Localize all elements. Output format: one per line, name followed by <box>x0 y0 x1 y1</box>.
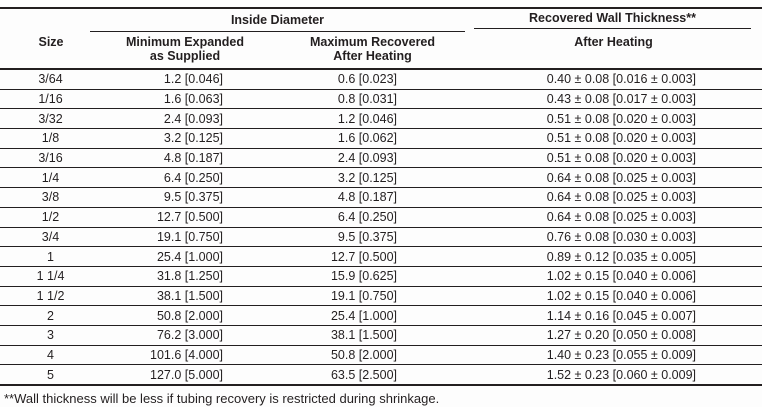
table-row: 1/2 12.7 [0.500] 6.4 [0.250] 0.64 ± 0.08 [0… <box>0 207 762 228</box>
table-row: 5 127.0 [5.000] 63.5 [2.500] 1.52 ± 0.23 [0… <box>0 364 762 386</box>
max-recovered-cell: 0.8 [0.031] <box>280 89 465 110</box>
footnote: **Wall thickness will be less if tubing … <box>4 391 440 406</box>
table-row: 4 101.6 [4.000] 50.8 [2.000] 1.40 ± 0.23 [0… <box>0 345 762 366</box>
column-header-max-recovered-line1: Maximum Recovered <box>309 35 436 49</box>
table-row: 1/4 6.4 [0.250] 3.2 [0.125] 0.64 ± 0.08 [0.… <box>0 167 762 189</box>
group-header-recovered-wall-thickness-label: Recovered Wall Thickness** <box>474 11 751 30</box>
size-cell: 2 <box>0 305 90 326</box>
min-expanded-cell: 9.5 [0.375] <box>90 187 280 208</box>
max-recovered-cell: 1.2 [0.046] <box>280 108 465 130</box>
min-expanded-cell: 31.8 [1.250] <box>90 266 280 287</box>
min-expanded-cell: 3.2 [0.125] <box>90 128 280 149</box>
table-row: 1/16 1.6 [0.063] 0.8 [0.031] 0.43 ± 0.08 [0… <box>0 89 762 110</box>
min-expanded-cell: 2.4 [0.093] <box>90 108 280 130</box>
table-row: 1/8 3.2 [0.125] 1.6 [0.062] 0.51 ± 0.08 [0.… <box>0 128 762 149</box>
max-recovered-cell: 25.4 [1.000] <box>280 305 465 326</box>
table-row: 3/16 4.8 [0.187] 2.4 [0.093] 0.51 ± 0.08 [0… <box>0 148 762 169</box>
column-header-min-expanded: Minimum Expanded as Supplied <box>90 32 280 70</box>
tubing-dimensions-table: Inside Diameter Recovered Wall Thickness… <box>0 7 762 386</box>
wall-thickness-cell: 1.52 ± 0.23 [0.060 ± 0.009] <box>465 364 762 386</box>
table-body: 3/64 1.2 [0.046] 0.6 [0.023] 0.40 ± 0.08 [0… <box>0 69 762 386</box>
wall-thickness-cell: 0.51 ± 0.08 [0.020 ± 0.003] <box>465 148 762 169</box>
max-recovered-cell: 63.5 [2.500] <box>280 364 465 386</box>
column-header-min-expanded-line2: as Supplied <box>149 49 221 64</box>
min-expanded-cell: 76.2 [3.000] <box>90 325 280 346</box>
size-cell: 4 <box>0 345 90 366</box>
group-header-recovered-wall-thickness: Recovered Wall Thickness** <box>465 8 762 32</box>
min-expanded-cell: 1.6 [0.063] <box>90 89 280 110</box>
min-expanded-cell: 4.8 [0.187] <box>90 148 280 169</box>
min-expanded-cell: 6.4 [0.250] <box>90 167 280 189</box>
table-row: 3/4 19.1 [0.750] 9.5 [0.375] 0.76 ± 0.08 [0… <box>0 227 762 248</box>
wall-thickness-cell: 1.27 ± 0.20 [0.050 ± 0.008] <box>465 325 762 346</box>
max-recovered-cell: 9.5 [0.375] <box>280 227 465 248</box>
size-cell: 3 <box>0 325 90 346</box>
sub-header-row: Size Minimum Expanded as Supplied Maximu… <box>0 32 762 70</box>
table-row: 1 1/4 31.8 [1.250] 15.9 [0.625] 1.02 ± 0.15… <box>0 266 762 287</box>
max-recovered-cell: 1.6 [0.062] <box>280 128 465 149</box>
wall-thickness-cell: 0.64 ± 0.08 [0.025 ± 0.003] <box>465 207 762 228</box>
size-cell: 3/8 <box>0 187 90 208</box>
size-cell: 3/32 <box>0 108 90 130</box>
table-row: 3/8 9.5 [0.375] 4.8 [0.187] 0.64 ± 0.08 [0.… <box>0 187 762 208</box>
column-header-size: Size <box>38 34 64 49</box>
size-cell: 1/4 <box>0 167 90 189</box>
wall-thickness-cell: 0.51 ± 0.08 [0.020 ± 0.003] <box>465 128 762 149</box>
wall-thickness-cell: 0.40 ± 0.08 [0.016 ± 0.003] <box>465 69 762 90</box>
min-expanded-cell: 127.0 [5.000] <box>90 364 280 386</box>
group-header-inside-diameter: Inside Diameter <box>90 8 465 32</box>
wall-thickness-cell: 0.64 ± 0.08 [0.025 ± 0.003] <box>465 187 762 208</box>
max-recovered-cell: 0.6 [0.023] <box>280 69 465 90</box>
wall-thickness-cell: 0.43 ± 0.08 [0.017 ± 0.003] <box>465 89 762 110</box>
table-row: 1 25.4 [1.000] 12.7 [0.500] 0.89 ± 0.12 [0.… <box>0 246 762 267</box>
min-expanded-cell: 50.8 [2.000] <box>90 305 280 326</box>
max-recovered-cell: 50.8 [2.000] <box>280 345 465 366</box>
wall-thickness-cell: 0.76 ± 0.08 [0.030 ± 0.003] <box>465 227 762 248</box>
max-recovered-cell: 15.9 [0.625] <box>280 266 465 287</box>
min-expanded-cell: 25.4 [1.000] <box>90 246 280 267</box>
column-header-max-recovered: Maximum Recovered After Heating <box>280 32 465 70</box>
wall-thickness-cell: 0.64 ± 0.08 [0.025 ± 0.003] <box>465 167 762 189</box>
table-row: 2 50.8 [2.000] 25.4 [1.000] 1.14 ± 0.16 [0.… <box>0 305 762 326</box>
max-recovered-cell: 6.4 [0.250] <box>280 207 465 228</box>
size-cell: 3/4 <box>0 227 90 248</box>
min-expanded-cell: 12.7 [0.500] <box>90 207 280 228</box>
min-expanded-cell: 38.1 [1.500] <box>90 286 280 307</box>
size-cell: 3/64 <box>0 69 90 90</box>
table-row: 3/64 1.2 [0.046] 0.6 [0.023] 0.40 ± 0.08 [0… <box>0 69 762 90</box>
table-header: Inside Diameter Recovered Wall Thickness… <box>0 8 762 69</box>
group-header-spacer <box>0 8 90 32</box>
table-row: 3 76.2 [3.000] 38.1 [1.500] 1.27 ± 0.20 [0.… <box>0 325 762 346</box>
wall-thickness-cell: 1.02 ± 0.15 [0.040 ± 0.006] <box>465 266 762 287</box>
wall-thickness-cell: 0.89 ± 0.12 [0.035 ± 0.005] <box>465 246 762 267</box>
table-row: 1 1/2 38.1 [1.500] 19.1 [0.750] 1.02 ± 0.15… <box>0 286 762 307</box>
wall-thickness-cell: 1.40 ± 0.23 [0.055 ± 0.009] <box>465 345 762 366</box>
wall-thickness-cell: 1.14 ± 0.16 [0.045 ± 0.007] <box>465 305 762 326</box>
wall-thickness-cell: 1.02 ± 0.15 [0.040 ± 0.006] <box>465 286 762 307</box>
min-expanded-cell: 1.2 [0.046] <box>90 69 280 90</box>
size-cell: 1 <box>0 246 90 267</box>
column-header-min-expanded-line1: Minimum Expanded <box>125 35 245 49</box>
max-recovered-cell: 38.1 [1.500] <box>280 325 465 346</box>
table-row: 3/32 2.4 [0.093] 1.2 [0.046] 0.51 ± 0.08 [0… <box>0 108 762 130</box>
max-recovered-cell: 19.1 [0.750] <box>280 286 465 307</box>
size-cell: 3/16 <box>0 148 90 169</box>
size-cell: 1 1/2 <box>0 286 90 307</box>
size-cell: 1/8 <box>0 128 90 149</box>
size-cell: 1 1/4 <box>0 266 90 287</box>
size-cell: 1/2 <box>0 207 90 228</box>
max-recovered-cell: 4.8 [0.187] <box>280 187 465 208</box>
max-recovered-cell: 3.2 [0.125] <box>280 167 465 189</box>
min-expanded-cell: 19.1 [0.750] <box>90 227 280 248</box>
column-header-wall-after-heating: After Heating <box>574 34 653 49</box>
size-cell: 5 <box>0 364 90 386</box>
wall-thickness-cell: 0.51 ± 0.08 [0.020 ± 0.003] <box>465 108 762 130</box>
column-header-max-recovered-line2: After Heating <box>333 49 412 64</box>
max-recovered-cell: 12.7 [0.500] <box>280 246 465 267</box>
group-header-row: Inside Diameter Recovered Wall Thickness… <box>0 8 762 32</box>
size-cell: 1/16 <box>0 89 90 110</box>
min-expanded-cell: 101.6 [4.000] <box>90 345 280 366</box>
max-recovered-cell: 2.4 [0.093] <box>280 148 465 169</box>
